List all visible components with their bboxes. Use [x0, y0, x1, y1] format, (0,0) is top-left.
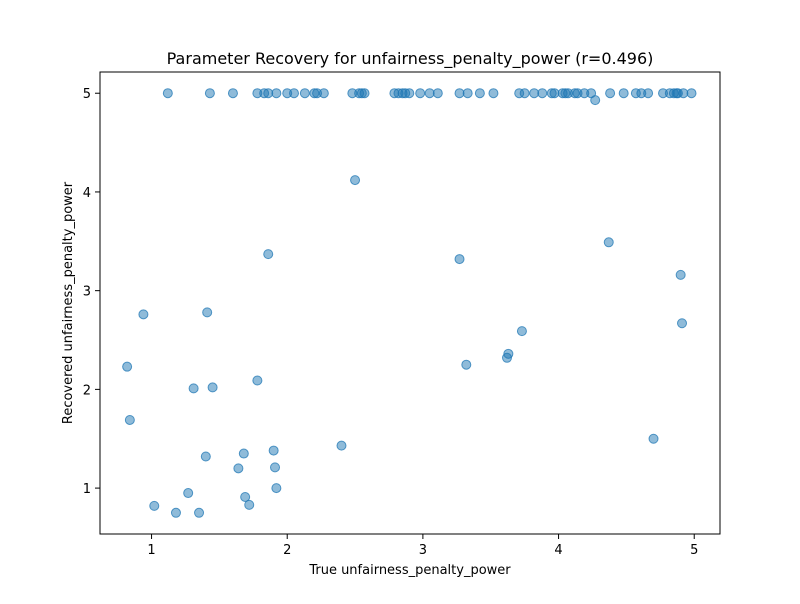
data-point	[244, 499, 255, 510]
y-tick-label: 5	[83, 87, 91, 102]
x-tick-label: 2	[283, 543, 291, 558]
data-point	[170, 507, 181, 518]
data-point	[675, 269, 686, 280]
data-point	[149, 500, 160, 511]
data-point	[432, 88, 443, 99]
data-point	[227, 88, 238, 99]
data-point	[516, 326, 527, 337]
y-axis-ticks: 1 2 3 4 5	[83, 87, 100, 497]
data-point	[618, 88, 629, 99]
data-point	[603, 237, 614, 248]
y-tick-label: 2	[83, 383, 91, 398]
data-point	[207, 382, 218, 393]
data-point	[318, 88, 329, 99]
x-tick-label: 4	[554, 543, 562, 558]
y-tick-label: 4	[83, 186, 91, 201]
data-point	[204, 88, 215, 99]
axes-frame	[99, 71, 721, 535]
data-point	[299, 88, 310, 99]
data-point	[271, 88, 282, 99]
data-point	[238, 448, 249, 459]
data-point	[502, 352, 512, 363]
data-point	[605, 88, 616, 99]
data-point	[183, 488, 194, 499]
data-point	[122, 361, 133, 372]
data-point	[289, 88, 299, 99]
data-point	[268, 445, 279, 456]
data-point	[138, 309, 149, 320]
data-point	[461, 359, 472, 370]
data-points	[122, 88, 697, 518]
data-point	[474, 88, 485, 99]
data-point	[537, 88, 548, 99]
data-point	[263, 249, 274, 260]
data-point	[519, 88, 530, 99]
data-point	[124, 414, 135, 425]
x-axis-ticks: 1 2 3 4 5	[147, 534, 698, 558]
data-point	[359, 88, 370, 99]
data-point	[188, 383, 199, 394]
y-tick-label: 3	[83, 285, 91, 300]
data-point	[233, 463, 244, 474]
data-point	[686, 88, 697, 99]
data-point	[677, 318, 688, 329]
data-point	[454, 254, 465, 265]
data-point	[643, 88, 654, 99]
data-point	[590, 95, 601, 106]
data-point	[252, 375, 263, 386]
data-point	[462, 88, 473, 99]
data-point	[240, 491, 251, 502]
y-tick-label: 1	[83, 482, 91, 497]
x-tick-label: 5	[690, 543, 698, 558]
y-axis-label: Recovered unfairness_penalty_power	[61, 181, 76, 424]
data-point	[488, 88, 499, 99]
x-axis-label: True unfairness_penalty_power	[308, 563, 511, 578]
data-point	[350, 175, 361, 186]
data-point	[271, 483, 282, 494]
data-point	[415, 88, 426, 99]
chart-title: Parameter Recovery for unfairness_penalt…	[167, 49, 654, 69]
data-point	[194, 507, 205, 518]
data-point	[648, 433, 659, 444]
x-tick-label: 3	[419, 543, 427, 558]
data-point	[162, 88, 173, 99]
data-point	[270, 462, 281, 473]
data-point	[336, 440, 347, 451]
data-point	[202, 307, 213, 318]
x-tick-label: 1	[147, 543, 155, 558]
data-point	[200, 451, 211, 462]
data-point	[404, 88, 415, 99]
